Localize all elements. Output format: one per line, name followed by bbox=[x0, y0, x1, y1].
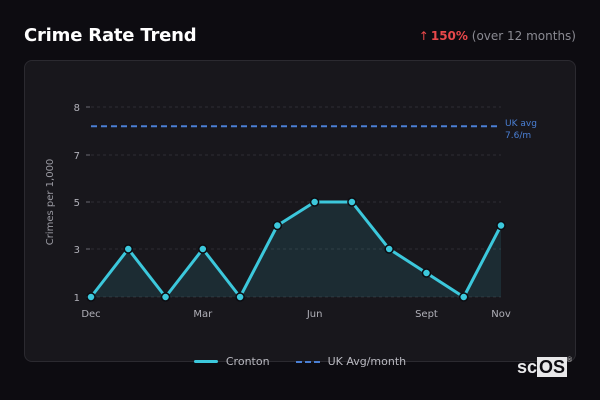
x-tick-label: Jun bbox=[306, 309, 323, 320]
legend-label: Cronton bbox=[225, 355, 270, 368]
uk-avg-annotation-value: 7.6/m bbox=[505, 131, 531, 141]
legend-item-cronton[interactable]: Cronton bbox=[193, 355, 270, 368]
data-point[interactable] bbox=[160, 292, 171, 302]
y-tick-label: 1 bbox=[74, 293, 80, 304]
data-points bbox=[86, 197, 506, 302]
x-tick-label: Dec bbox=[81, 309, 100, 320]
arrow-up-icon: ↑ bbox=[418, 29, 429, 43]
change-percent: 150% bbox=[430, 29, 468, 43]
x-axis-ticks: Dec Mar Jun Sept Nov bbox=[81, 309, 511, 320]
grid-lines bbox=[91, 106, 501, 298]
scos-logo: sc OS ® bbox=[517, 357, 573, 377]
data-point[interactable] bbox=[496, 220, 506, 231]
data-point[interactable] bbox=[347, 197, 357, 207]
data-point[interactable] bbox=[458, 292, 469, 302]
series-line bbox=[89, 200, 503, 299]
data-point[interactable] bbox=[86, 292, 96, 302]
legend-item-uk-avg[interactable]: UK Avg/month bbox=[295, 355, 407, 368]
y-tick-label: 8 bbox=[74, 103, 80, 114]
data-point[interactable] bbox=[123, 244, 134, 254]
uk-avg-annotation: UK avg bbox=[505, 119, 537, 129]
y-tick-label: 5 bbox=[74, 198, 80, 209]
data-point[interactable] bbox=[272, 220, 283, 231]
y-tick-label: 3 bbox=[74, 245, 80, 256]
legend-swatch-dashed bbox=[295, 360, 320, 363]
y-axis-ticks: 1 3 5 7 8 bbox=[74, 103, 90, 304]
data-point[interactable] bbox=[198, 244, 208, 254]
data-point[interactable] bbox=[384, 244, 394, 254]
data-point[interactable] bbox=[235, 292, 245, 302]
page-title: Crime Rate Trend bbox=[24, 25, 197, 46]
y-axis-label: Crimes per 1,000 bbox=[45, 159, 56, 246]
x-tick-label: Sept bbox=[415, 309, 438, 320]
series-area bbox=[91, 202, 501, 297]
legend-swatch-solid bbox=[193, 360, 218, 363]
legend-label: UK Avg/month bbox=[327, 355, 407, 368]
change-indicator: ↑ 150% (over 12 months) bbox=[419, 29, 576, 43]
change-period: (over 12 months) bbox=[471, 29, 576, 43]
data-point[interactable] bbox=[421, 268, 432, 278]
x-tick-label: Mar bbox=[193, 309, 213, 320]
y-tick-label: 7 bbox=[74, 151, 80, 162]
chart-legend: Cronton UK Avg/month bbox=[0, 355, 600, 368]
data-point[interactable] bbox=[309, 197, 320, 207]
x-tick-label: Nov bbox=[491, 309, 511, 320]
